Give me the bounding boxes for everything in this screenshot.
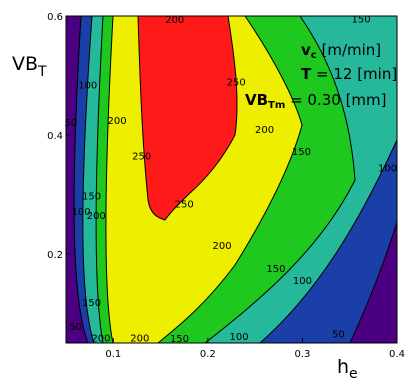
contour-lines: [73, 16, 397, 343]
contour-line-100-left: [82, 16, 95, 343]
contour-label: 50: [64, 118, 77, 129]
contour-label: 250: [132, 152, 151, 163]
contour-line-100-right: [259, 139, 397, 343]
plot-frame: [65, 15, 398, 344]
contour-line-50: [73, 16, 89, 343]
contour-line-200-left: [105, 16, 114, 343]
contour-label: 200: [255, 125, 274, 136]
contour-label: 250: [175, 199, 194, 210]
y-axis-ticks: 0.2 0.4 0.6: [47, 12, 71, 261]
contour-line-50-right: [349, 221, 397, 343]
x-tick-label: 0.3: [294, 349, 310, 360]
contour-label: 100: [72, 207, 91, 218]
contour-label: 150: [352, 14, 371, 25]
contour-label: 200: [91, 334, 110, 345]
y-axis-label: VBT: [12, 53, 47, 80]
contour-label: 200: [212, 241, 231, 252]
contour-label: 50: [69, 322, 82, 333]
contour-line-250: [137, 16, 238, 221]
parameter-annotation: vc [m/min] T = 12 [min] VBTm = 0.30 [mm]: [245, 41, 397, 111]
x-tick-label: 0.2: [200, 349, 216, 360]
contour-label: 150: [266, 264, 285, 275]
contour-label: 100: [378, 164, 397, 175]
contour-label: 100: [230, 332, 249, 343]
contour-label: 200: [130, 334, 149, 345]
contour-line-150-right: [204, 16, 356, 343]
y-tick-label: 0.4: [47, 131, 63, 142]
contour-label: 250: [227, 77, 246, 88]
annotation-flank-wear: VBTm = 0.30 [mm]: [245, 91, 387, 111]
y-tick-label: 0.6: [47, 12, 63, 23]
annotation-cutting-speed: vc [m/min]: [301, 41, 381, 61]
contour-label: 150: [170, 334, 189, 345]
x-axis-label: he: [337, 356, 358, 380]
contour-bands: [66, 16, 397, 343]
contour-line-150-left: [95, 16, 104, 343]
annotation-tool-life: T = 12 [min]: [301, 65, 397, 83]
x-tick-label: 0.4: [389, 349, 405, 360]
contour-label: 200: [165, 15, 184, 26]
y-tick-label: 0.2: [47, 250, 63, 261]
x-axis-ticks: 0.1 0.2 0.3 0.4: [105, 338, 405, 360]
contour-labels: 200 250 250 250 200 200 200 200 200 200 150 150 150 1…: [64, 14, 397, 345]
contour-label: 100: [293, 276, 312, 287]
contour-label: 200: [87, 211, 106, 222]
contour-label: 150: [82, 298, 101, 309]
band-above-250: [138, 16, 238, 220]
contour-label: 200: [108, 116, 127, 127]
contour-label: 100: [78, 80, 97, 91]
contour-label: 150: [82, 192, 101, 203]
contour-label: 150: [292, 147, 311, 158]
contour-label: 50: [332, 329, 345, 340]
x-tick-label: 0.1: [105, 349, 121, 360]
contour-line-200-right: [157, 16, 303, 343]
